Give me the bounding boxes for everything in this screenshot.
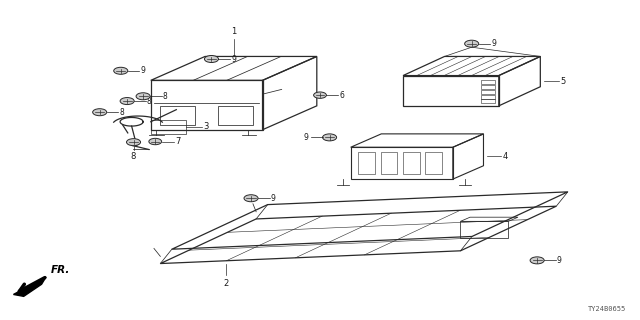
Text: TY24B0655: TY24B0655: [588, 306, 627, 312]
Circle shape: [244, 195, 258, 202]
Text: 1: 1: [231, 28, 236, 36]
Bar: [481, 100, 495, 103]
Circle shape: [204, 55, 218, 62]
Text: 8: 8: [147, 97, 152, 106]
Text: 3: 3: [203, 122, 209, 132]
Bar: [161, 106, 195, 125]
Circle shape: [323, 134, 337, 141]
Bar: [426, 152, 442, 174]
Circle shape: [314, 92, 326, 98]
Circle shape: [149, 138, 162, 145]
Circle shape: [93, 109, 107, 116]
Text: 9: 9: [492, 39, 497, 48]
Text: 5: 5: [561, 77, 566, 86]
Text: 9: 9: [271, 194, 276, 203]
Circle shape: [530, 257, 544, 264]
Text: 6: 6: [339, 91, 344, 100]
Text: 4: 4: [502, 152, 508, 161]
Text: 8: 8: [120, 108, 124, 117]
Bar: [218, 106, 253, 125]
Circle shape: [127, 139, 141, 146]
Bar: [481, 90, 495, 94]
Polygon shape: [13, 277, 46, 296]
Text: 2: 2: [224, 278, 229, 288]
Circle shape: [465, 40, 479, 47]
Text: 9: 9: [557, 256, 562, 265]
Bar: [403, 152, 420, 174]
Circle shape: [120, 98, 134, 105]
Text: 9: 9: [141, 66, 145, 75]
Text: 8: 8: [131, 152, 136, 161]
Bar: [381, 152, 397, 174]
Bar: [481, 80, 495, 84]
Bar: [151, 120, 186, 133]
Text: 9: 9: [303, 133, 308, 142]
Text: 8: 8: [163, 92, 168, 101]
Text: FR.: FR.: [51, 265, 70, 275]
Text: 9: 9: [231, 54, 236, 63]
Bar: [481, 85, 495, 89]
Circle shape: [114, 67, 128, 74]
Text: 7: 7: [175, 137, 181, 146]
Bar: [358, 152, 375, 174]
Circle shape: [136, 93, 150, 100]
Bar: [481, 95, 495, 99]
